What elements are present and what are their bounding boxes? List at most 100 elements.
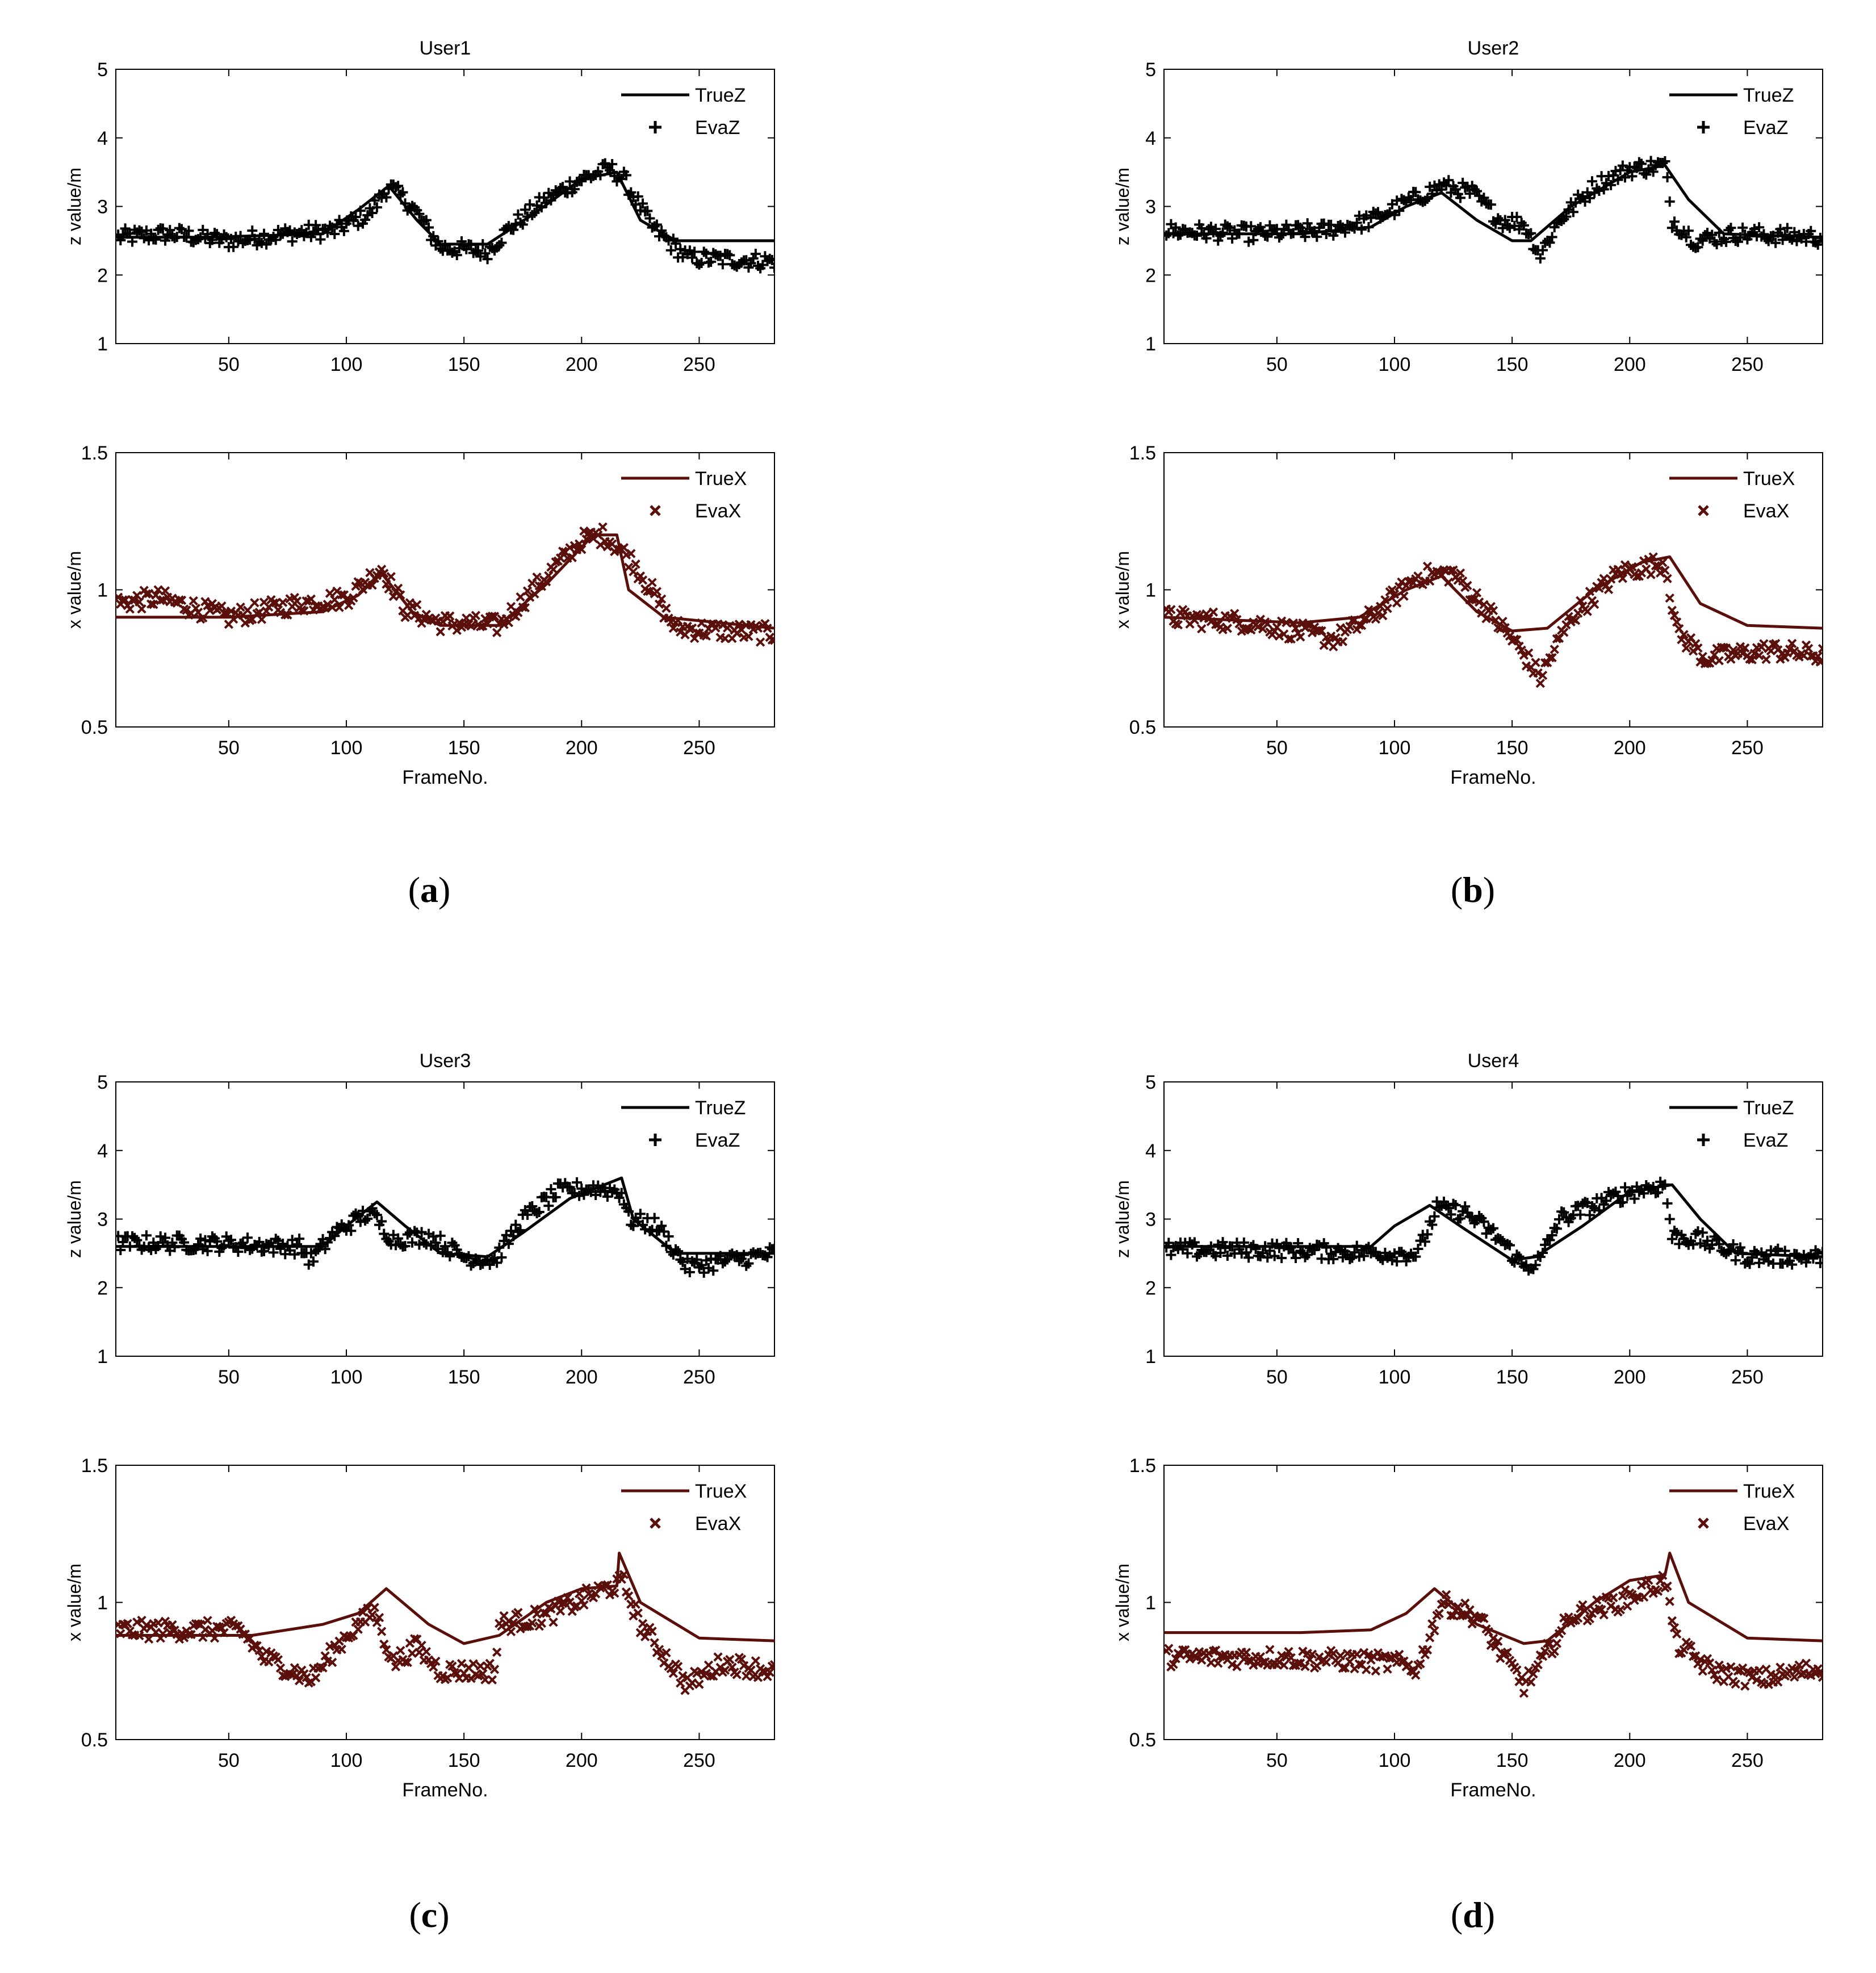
y-tick-label: 1 bbox=[97, 1346, 108, 1368]
x-tick-label: 50 bbox=[218, 1366, 240, 1388]
marker-point bbox=[1663, 1581, 1672, 1591]
legend-label: TrueZ bbox=[695, 85, 746, 106]
marker-point bbox=[367, 1610, 377, 1620]
marker-point bbox=[1578, 1600, 1588, 1610]
marker-point bbox=[558, 182, 568, 193]
chart-title: User1 bbox=[420, 37, 471, 59]
marker-point bbox=[767, 635, 774, 645]
marker-point bbox=[709, 1671, 718, 1681]
marker-point bbox=[1764, 1679, 1773, 1690]
legend-label: EvaX bbox=[1743, 500, 1789, 522]
legend-marker-swatch bbox=[650, 1518, 661, 1529]
marker-point bbox=[1545, 653, 1555, 663]
marker-point bbox=[617, 1574, 626, 1584]
marker-point bbox=[1383, 1664, 1392, 1674]
marker-point bbox=[1707, 1665, 1717, 1675]
marker-point bbox=[381, 192, 392, 203]
marker-point bbox=[1211, 620, 1221, 629]
marker-point bbox=[565, 543, 575, 553]
marker-point bbox=[1601, 1195, 1611, 1206]
marker-point bbox=[1258, 1658, 1268, 1667]
marker-point bbox=[1632, 1592, 1642, 1602]
marker-point bbox=[254, 1645, 264, 1656]
marker-point bbox=[330, 595, 340, 605]
marker-point bbox=[1672, 1227, 1682, 1238]
marker-point bbox=[1609, 1592, 1618, 1603]
marker-point bbox=[1780, 653, 1790, 662]
marker-point bbox=[1169, 1660, 1178, 1669]
legend-marker bbox=[650, 1518, 661, 1529]
marker-point bbox=[1241, 1247, 1251, 1258]
marker-point bbox=[457, 1659, 467, 1669]
marker-point bbox=[294, 1234, 305, 1244]
marker-point bbox=[1518, 220, 1529, 231]
marker-point bbox=[1662, 172, 1673, 183]
marker-point bbox=[654, 599, 664, 609]
marker-point bbox=[1547, 232, 1557, 243]
marker-point bbox=[654, 1645, 664, 1654]
marker-point bbox=[1371, 614, 1381, 624]
marker-point bbox=[1531, 658, 1540, 667]
marker-point bbox=[250, 598, 259, 608]
marker-point bbox=[698, 1267, 709, 1278]
marker-point bbox=[1227, 1660, 1237, 1669]
marker-point bbox=[487, 1675, 497, 1684]
x-tick-label: 250 bbox=[683, 737, 715, 759]
marker-point bbox=[435, 1230, 446, 1241]
marker-point bbox=[371, 1210, 382, 1220]
marker-point bbox=[1540, 1239, 1551, 1250]
marker-point bbox=[687, 252, 697, 263]
legend-marker bbox=[649, 1134, 661, 1146]
marker-point bbox=[1460, 1598, 1470, 1608]
marker-point bbox=[1443, 175, 1454, 186]
marker-point bbox=[462, 613, 471, 623]
marker-point bbox=[1523, 648, 1534, 658]
legend-label: EvaX bbox=[695, 500, 741, 522]
marker-point bbox=[1425, 1633, 1435, 1642]
marker-point bbox=[311, 601, 321, 611]
legend-marker-swatch bbox=[649, 121, 661, 133]
marker-point bbox=[346, 1226, 357, 1236]
legend-label: TrueZ bbox=[1743, 1097, 1794, 1119]
marker-point bbox=[226, 1235, 236, 1245]
marker-point bbox=[706, 256, 717, 267]
y-tick-label: 4 bbox=[1145, 128, 1156, 149]
caption-d: (d) bbox=[1416, 1894, 1530, 1936]
marker-point bbox=[1173, 620, 1183, 630]
marker-point bbox=[327, 1657, 337, 1667]
marker-point bbox=[329, 229, 340, 240]
marker-point bbox=[1664, 196, 1675, 207]
x-axis-label: FrameNo. bbox=[402, 1779, 488, 1801]
marker-point bbox=[1766, 646, 1776, 656]
marker-point bbox=[1510, 634, 1519, 644]
marker-point bbox=[1274, 1243, 1284, 1253]
marker-point bbox=[1356, 621, 1367, 630]
y-axis-label: z value/m bbox=[1112, 1180, 1133, 1258]
marker-point bbox=[278, 597, 288, 607]
marker-point bbox=[1265, 1645, 1275, 1654]
marker-point bbox=[149, 600, 158, 609]
marker-point bbox=[403, 1658, 412, 1667]
marker-point bbox=[1589, 599, 1599, 609]
marker-point bbox=[1474, 597, 1484, 607]
plot-frame bbox=[115, 69, 775, 344]
marker-point bbox=[1603, 584, 1614, 595]
marker-point bbox=[1702, 228, 1712, 239]
marker-point bbox=[1547, 653, 1557, 663]
marker-point bbox=[1276, 1253, 1287, 1264]
marker-point bbox=[1740, 1681, 1750, 1691]
marker-point bbox=[1585, 1613, 1595, 1624]
marker-point bbox=[344, 600, 354, 611]
marker-point bbox=[311, 1673, 321, 1683]
marker-point bbox=[1241, 1648, 1251, 1657]
marker-point bbox=[362, 210, 373, 220]
marker-point bbox=[744, 632, 753, 641]
marker-point bbox=[1815, 1257, 1823, 1268]
marker-point bbox=[1693, 643, 1703, 653]
x-axis-label: FrameNo. bbox=[1450, 767, 1536, 788]
marker-point bbox=[1698, 651, 1707, 662]
marker-point bbox=[1281, 219, 1292, 230]
marker-point bbox=[1291, 1253, 1301, 1264]
marker-point bbox=[1754, 222, 1765, 233]
x-tick-label: 50 bbox=[1266, 1366, 1288, 1388]
